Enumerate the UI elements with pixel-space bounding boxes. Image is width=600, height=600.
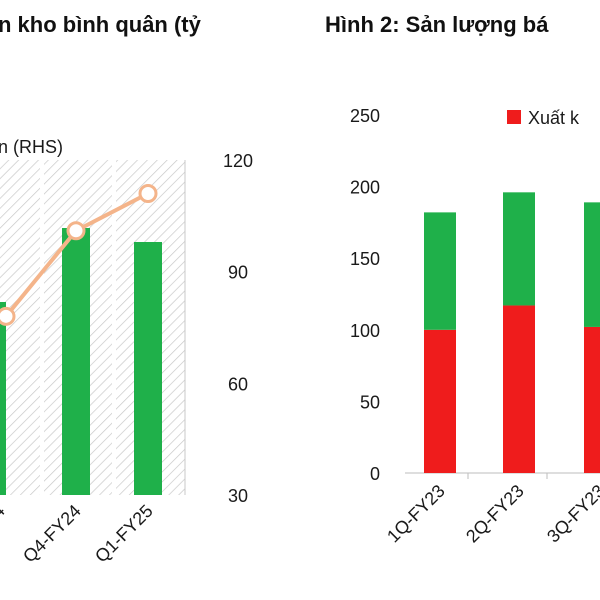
figure2-y-tick-label: 150 [350,249,380,269]
figure1-x-tick-label: 24 [0,501,9,529]
figure2-chart: 0 50 100 150 200 250 Xuất k 1Q-FY23 2Q-FY23 3Q-FY… [350,106,600,546]
figure2-bar-other [584,202,600,327]
figure1-legend-label: n (RHS) [0,137,63,157]
figure2-bar-other [424,212,456,330]
figure1-line-point [138,184,158,203]
figure2-title: Hình 2: Sản lượng bá [325,12,549,37]
figure1-bar [62,228,90,495]
figure2-legend-swatch [507,110,521,124]
figure1-line-point [0,306,16,326]
figure2-y-tick-label: 100 [350,321,380,341]
figure2-bar-export [503,305,535,473]
figure1-x-tick-label: Q1-FY25 [91,501,157,567]
figure1-y2-tick-label: 60 [228,374,248,394]
figure2-x-tick-label: 1Q-FY23 [383,481,449,547]
figure1-line-point [66,221,86,241]
figure2-x-tick-label: 2Q-FY23 [462,481,528,547]
figure2-y-tick-label: 250 [350,106,380,126]
figure1-title: n kho bình quân (tỷ [0,12,201,37]
figure1-x-tick-label: Q4-FY24 [19,501,85,567]
figure2-y-tick-label: 50 [360,392,380,412]
figure1-band-gap-0 [40,160,44,495]
figure1-y2-tick-label: 90 [228,263,248,283]
figure1-bar [0,302,6,495]
figure1-band-gap-1 [112,160,116,495]
figure2-x-tick-label: 3Q-FY23 [543,481,600,547]
figure1-y2-tick-label: 120 [223,151,253,171]
figure2-legend-label: Xuất k [528,108,580,128]
figure2-bar-export [424,329,456,473]
figure1-y2-tick-label: 30 [228,486,248,506]
figure2-y-tick-label: 0 [370,464,380,484]
figure2-y-tick-label: 200 [350,178,380,198]
figure2-bar-other [503,192,535,306]
figure1-chart: 30 60 90 120 n (RHS) 24 Q4-FY24 Q1-FY25 [0,137,253,566]
figure2-bar-export [584,326,600,473]
figure1-bar [134,242,162,495]
